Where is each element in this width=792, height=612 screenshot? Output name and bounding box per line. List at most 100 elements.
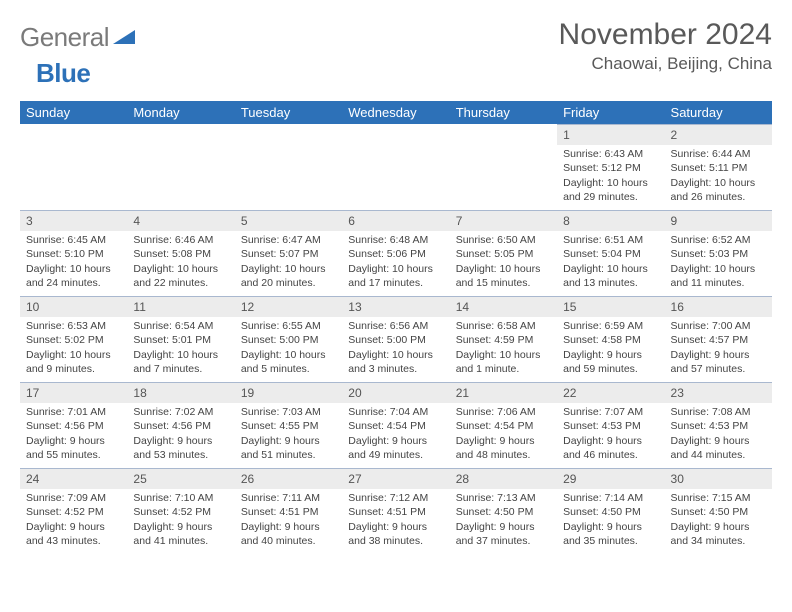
sunrise-text: Sunrise: 7:01 AM — [26, 405, 121, 419]
day-body: Sunrise: 6:46 AMSunset: 5:08 PMDaylight:… — [127, 231, 234, 294]
sunrise-text: Sunrise: 6:52 AM — [671, 233, 766, 247]
day-number: 20 — [342, 382, 449, 403]
calendar-day-cell: 28Sunrise: 7:13 AMSunset: 4:50 PMDayligh… — [450, 468, 557, 554]
day-number: 11 — [127, 296, 234, 317]
daylight-text: Daylight: 10 hours and 13 minutes. — [563, 262, 658, 290]
sunset-text: Sunset: 4:54 PM — [348, 419, 443, 433]
sunset-text: Sunset: 4:53 PM — [563, 419, 658, 433]
calendar-day-cell: 22Sunrise: 7:07 AMSunset: 4:53 PMDayligh… — [557, 382, 664, 468]
day-number: 4 — [127, 210, 234, 231]
sunrise-text: Sunrise: 6:58 AM — [456, 319, 551, 333]
daylight-text: Daylight: 9 hours and 41 minutes. — [133, 520, 228, 548]
calendar-week-row: 24Sunrise: 7:09 AMSunset: 4:52 PMDayligh… — [20, 468, 772, 554]
daylight-text: Daylight: 10 hours and 17 minutes. — [348, 262, 443, 290]
sunset-text: Sunset: 4:53 PM — [671, 419, 766, 433]
day-body: Sunrise: 6:55 AMSunset: 5:00 PMDaylight:… — [235, 317, 342, 380]
calendar-day-cell: 26Sunrise: 7:11 AMSunset: 4:51 PMDayligh… — [235, 468, 342, 554]
daylight-text: Daylight: 10 hours and 24 minutes. — [26, 262, 121, 290]
calendar-day-cell: 13Sunrise: 6:56 AMSunset: 5:00 PMDayligh… — [342, 296, 449, 382]
calendar-day-cell: 7Sunrise: 6:50 AMSunset: 5:05 PMDaylight… — [450, 210, 557, 296]
daylight-text: Daylight: 9 hours and 59 minutes. — [563, 348, 658, 376]
sunrise-text: Sunrise: 6:47 AM — [241, 233, 336, 247]
day-body: Sunrise: 7:10 AMSunset: 4:52 PMDaylight:… — [127, 489, 234, 552]
day-number: 6 — [342, 210, 449, 231]
calendar-day-cell: 20Sunrise: 7:04 AMSunset: 4:54 PMDayligh… — [342, 382, 449, 468]
sunrise-text: Sunrise: 6:53 AM — [26, 319, 121, 333]
daylight-text: Daylight: 9 hours and 43 minutes. — [26, 520, 121, 548]
sunset-text: Sunset: 4:58 PM — [563, 333, 658, 347]
sunset-text: Sunset: 5:02 PM — [26, 333, 121, 347]
calendar-day-cell: 19Sunrise: 7:03 AMSunset: 4:55 PMDayligh… — [235, 382, 342, 468]
calendar-day-cell — [342, 124, 449, 210]
day-number: 16 — [665, 296, 772, 317]
calendar-day-cell: 6Sunrise: 6:48 AMSunset: 5:06 PMDaylight… — [342, 210, 449, 296]
sunrise-text: Sunrise: 6:59 AM — [563, 319, 658, 333]
day-body: Sunrise: 6:44 AMSunset: 5:11 PMDaylight:… — [665, 145, 772, 208]
day-number: 15 — [557, 296, 664, 317]
calendar-day-cell: 29Sunrise: 7:14 AMSunset: 4:50 PMDayligh… — [557, 468, 664, 554]
day-number: 9 — [665, 210, 772, 231]
sunset-text: Sunset: 4:52 PM — [26, 505, 121, 519]
day-number: 3 — [20, 210, 127, 231]
calendar-day-cell: 17Sunrise: 7:01 AMSunset: 4:56 PMDayligh… — [20, 382, 127, 468]
calendar-day-cell: 3Sunrise: 6:45 AMSunset: 5:10 PMDaylight… — [20, 210, 127, 296]
sunset-text: Sunset: 5:03 PM — [671, 247, 766, 261]
day-body: Sunrise: 7:09 AMSunset: 4:52 PMDaylight:… — [20, 489, 127, 552]
sunset-text: Sunset: 5:00 PM — [241, 333, 336, 347]
day-body: Sunrise: 7:02 AMSunset: 4:56 PMDaylight:… — [127, 403, 234, 466]
sunset-text: Sunset: 5:01 PM — [133, 333, 228, 347]
daylight-text: Daylight: 10 hours and 15 minutes. — [456, 262, 551, 290]
sunrise-text: Sunrise: 7:04 AM — [348, 405, 443, 419]
weekday-header: Wednesday — [342, 101, 449, 124]
day-body: Sunrise: 7:15 AMSunset: 4:50 PMDaylight:… — [665, 489, 772, 552]
day-number: 23 — [665, 382, 772, 403]
daylight-text: Daylight: 10 hours and 20 minutes. — [241, 262, 336, 290]
day-number: 10 — [20, 296, 127, 317]
day-number: 2 — [665, 124, 772, 145]
sunset-text: Sunset: 4:56 PM — [26, 419, 121, 433]
day-body: Sunrise: 7:12 AMSunset: 4:51 PMDaylight:… — [342, 489, 449, 552]
sunrise-text: Sunrise: 7:14 AM — [563, 491, 658, 505]
sunrise-text: Sunrise: 7:09 AM — [26, 491, 121, 505]
daylight-text: Daylight: 10 hours and 5 minutes. — [241, 348, 336, 376]
calendar-day-cell: 16Sunrise: 7:00 AMSunset: 4:57 PMDayligh… — [665, 296, 772, 382]
calendar-day-cell: 2Sunrise: 6:44 AMSunset: 5:11 PMDaylight… — [665, 124, 772, 210]
day-body: Sunrise: 7:03 AMSunset: 4:55 PMDaylight:… — [235, 403, 342, 466]
day-body: Sunrise: 7:01 AMSunset: 4:56 PMDaylight:… — [20, 403, 127, 466]
calendar-day-cell: 18Sunrise: 7:02 AMSunset: 4:56 PMDayligh… — [127, 382, 234, 468]
sunset-text: Sunset: 5:00 PM — [348, 333, 443, 347]
daylight-text: Daylight: 10 hours and 29 minutes. — [563, 176, 658, 204]
calendar-day-cell: 25Sunrise: 7:10 AMSunset: 4:52 PMDayligh… — [127, 468, 234, 554]
day-body: Sunrise: 6:45 AMSunset: 5:10 PMDaylight:… — [20, 231, 127, 294]
sunset-text: Sunset: 4:50 PM — [456, 505, 551, 519]
sunrise-text: Sunrise: 7:06 AM — [456, 405, 551, 419]
sunrise-text: Sunrise: 6:51 AM — [563, 233, 658, 247]
calendar-day-cell: 5Sunrise: 6:47 AMSunset: 5:07 PMDaylight… — [235, 210, 342, 296]
calendar-day-cell: 11Sunrise: 6:54 AMSunset: 5:01 PMDayligh… — [127, 296, 234, 382]
weekday-header: Friday — [557, 101, 664, 124]
daylight-text: Daylight: 10 hours and 11 minutes. — [671, 262, 766, 290]
logo-triangle-icon — [113, 26, 135, 49]
sunset-text: Sunset: 4:57 PM — [671, 333, 766, 347]
sunrise-text: Sunrise: 6:45 AM — [26, 233, 121, 247]
daylight-text: Daylight: 9 hours and 35 minutes. — [563, 520, 658, 548]
day-number: 5 — [235, 210, 342, 231]
sunrise-text: Sunrise: 6:44 AM — [671, 147, 766, 161]
day-number: 17 — [20, 382, 127, 403]
calendar-week-row: 17Sunrise: 7:01 AMSunset: 4:56 PMDayligh… — [20, 382, 772, 468]
daylight-text: Daylight: 9 hours and 40 minutes. — [241, 520, 336, 548]
weekday-header: Saturday — [665, 101, 772, 124]
weekday-header: Monday — [127, 101, 234, 124]
sunrise-text: Sunrise: 7:02 AM — [133, 405, 228, 419]
day-number: 25 — [127, 468, 234, 489]
logo-text-blue: Blue — [36, 58, 90, 88]
sunset-text: Sunset: 4:51 PM — [348, 505, 443, 519]
sunset-text: Sunset: 4:51 PM — [241, 505, 336, 519]
day-body: Sunrise: 7:14 AMSunset: 4:50 PMDaylight:… — [557, 489, 664, 552]
sunrise-text: Sunrise: 7:11 AM — [241, 491, 336, 505]
daylight-text: Daylight: 10 hours and 22 minutes. — [133, 262, 228, 290]
calendar-day-cell — [450, 124, 557, 210]
daylight-text: Daylight: 9 hours and 55 minutes. — [26, 434, 121, 462]
daylight-text: Daylight: 9 hours and 44 minutes. — [671, 434, 766, 462]
sunset-text: Sunset: 5:06 PM — [348, 247, 443, 261]
